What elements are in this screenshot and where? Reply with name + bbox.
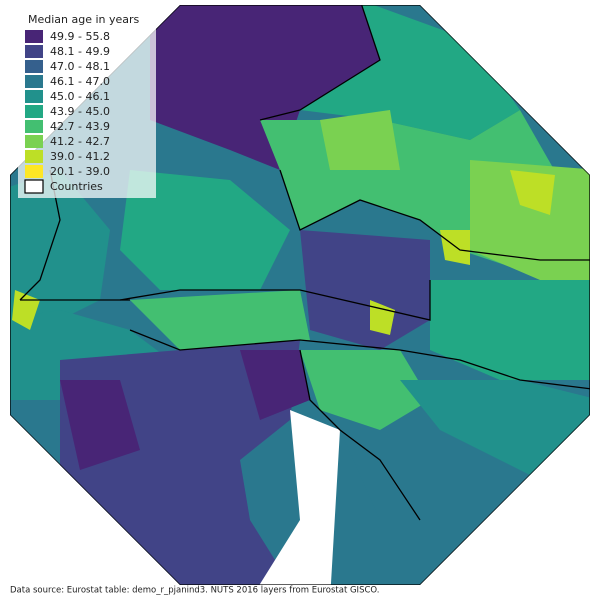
legend-swatch xyxy=(25,120,43,133)
legend: 49.9 - 55.8 48.1 - 49.9 47.0 - 48.1 46.1 - … xyxy=(24,30,110,194)
legend-label: 43.9 - 45.0 xyxy=(50,105,110,118)
legend-label: 46.1 - 47.0 xyxy=(50,75,110,88)
legend-label: 47.0 - 48.1 xyxy=(50,60,110,73)
legend-label: 49.9 - 55.8 xyxy=(50,30,110,43)
legend-swatch xyxy=(25,150,43,163)
source-note: Data source: Eurostat table: demo_r_pjan… xyxy=(10,586,379,596)
legend-swatch xyxy=(25,45,43,58)
legend-swatch xyxy=(25,105,43,118)
legend-swatch xyxy=(25,75,43,88)
legend-title: Median age in years xyxy=(28,13,140,26)
legend-label: 48.1 - 49.9 xyxy=(50,45,110,58)
legend-swatch xyxy=(25,60,43,73)
legend-label: 45.0 - 46.1 xyxy=(50,90,110,103)
legend-label: Countries xyxy=(50,180,103,193)
legend-label: 41.2 - 42.7 xyxy=(50,135,110,148)
legend-swatch xyxy=(25,135,43,148)
legend-swatch xyxy=(25,90,43,103)
legend-label: 42.7 - 43.9 xyxy=(50,120,110,133)
legend-label: 20.1 - 39.0 xyxy=(50,165,110,178)
legend-swatch xyxy=(25,165,43,178)
legend-swatch xyxy=(25,30,43,43)
legend-swatch xyxy=(24,179,44,194)
legend-label: 39.0 - 41.2 xyxy=(50,150,110,163)
